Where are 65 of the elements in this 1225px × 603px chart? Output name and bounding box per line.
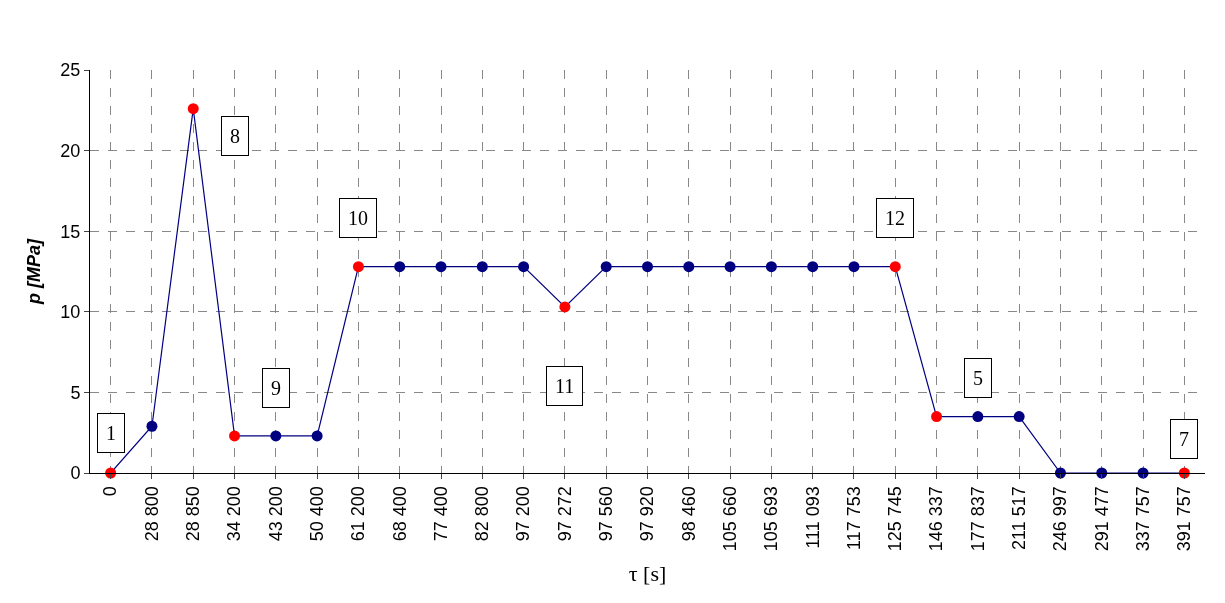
x-axis-title: τ [s] xyxy=(628,561,667,587)
y-tick-label: 20 xyxy=(60,140,81,161)
point xyxy=(476,261,488,273)
x-tick-label: 391 757 xyxy=(1174,486,1195,552)
x-tick-label: 28 800 xyxy=(141,486,162,542)
x-tick-label: 117 753 xyxy=(843,486,864,550)
point xyxy=(311,430,323,442)
point xyxy=(1013,411,1025,423)
annotation: 7 xyxy=(1179,428,1189,450)
annotation: 12 xyxy=(885,207,905,229)
point xyxy=(724,261,736,273)
x-tick-label: 246 997 xyxy=(1050,486,1071,552)
point xyxy=(848,261,860,273)
point xyxy=(889,261,901,273)
y-tick-label: 10 xyxy=(60,302,81,323)
x-tick-label: 77 400 xyxy=(430,486,451,542)
y-tick-label: 25 xyxy=(60,60,81,81)
annotation: 9 xyxy=(271,377,281,399)
x-tick-label: 97 920 xyxy=(637,486,658,542)
y-tick-label: 5 xyxy=(70,382,81,403)
x-tick-label: 43 200 xyxy=(265,486,286,542)
y-tick-label: 15 xyxy=(60,221,81,242)
x-tick-label: 61 200 xyxy=(348,486,369,542)
point xyxy=(187,103,199,115)
x-tick-label: 68 400 xyxy=(389,486,410,542)
x-tick-label: 50 400 xyxy=(306,486,327,542)
x-tick-label: 337 757 xyxy=(1132,486,1153,552)
point xyxy=(683,261,695,273)
x-tick-label: 291 477 xyxy=(1091,486,1112,552)
point xyxy=(394,261,406,273)
point xyxy=(229,430,241,442)
annotation: 8 xyxy=(230,125,240,147)
x-tick-label: 125 745 xyxy=(885,486,906,552)
point xyxy=(972,411,984,423)
x-tick-label: 177 837 xyxy=(967,486,988,552)
point xyxy=(931,411,943,423)
x-tick-label: 105 660 xyxy=(719,486,740,552)
point xyxy=(270,430,282,442)
y-tick-label: 0 xyxy=(70,463,81,484)
point xyxy=(352,261,364,273)
x-tick-label: 105 693 xyxy=(761,486,782,552)
x-tick-label: 98 460 xyxy=(678,486,699,542)
annotation: 10 xyxy=(348,207,368,229)
point xyxy=(600,261,612,273)
point xyxy=(807,261,819,273)
annotation: 11 xyxy=(555,375,575,397)
point xyxy=(642,261,653,273)
y-axis-title: p [MPa] xyxy=(23,238,44,305)
x-tick-label: 97 200 xyxy=(513,486,534,542)
x-tick-label: 111 093 xyxy=(802,486,823,549)
annotation: 5 xyxy=(973,367,983,389)
x-tick-label: 97 560 xyxy=(596,486,617,542)
x-tick-label: 146 337 xyxy=(926,486,947,552)
x-tick-label: 211 517 xyxy=(1009,486,1030,550)
point xyxy=(435,261,447,273)
x-tick-label: 34 200 xyxy=(224,486,245,542)
point xyxy=(765,261,777,273)
point xyxy=(518,261,530,273)
point xyxy=(146,420,158,432)
x-tick-label: 97 272 xyxy=(554,486,575,542)
x-tick-label: 28 850 xyxy=(183,486,204,542)
x-tick-label: 0 xyxy=(100,486,121,497)
x-tick-label: 82 800 xyxy=(472,486,493,542)
point xyxy=(559,301,571,313)
annotation: 1 xyxy=(106,422,116,444)
